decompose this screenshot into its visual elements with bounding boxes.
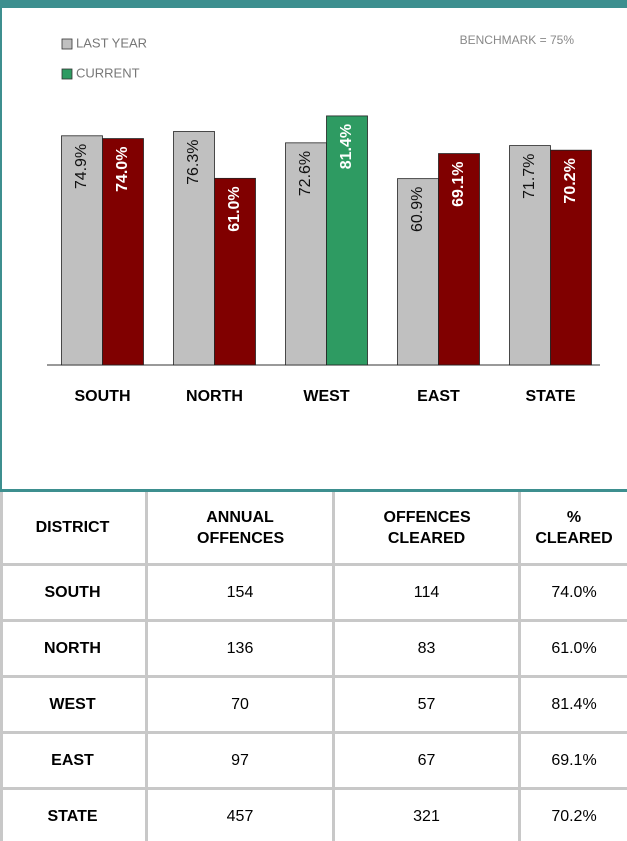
value-label: 74.9% (73, 144, 90, 189)
value-label: 72.6% (297, 151, 314, 196)
x-tick-label: STATE (525, 388, 575, 405)
header-cell: OFFENCES CLEARED (335, 492, 521, 563)
table-cell: 69.1% (551, 751, 597, 769)
table-cell: SOUTH (0, 566, 148, 619)
table-cell: 81.4% (551, 695, 597, 713)
table-cell: 136 (148, 622, 335, 675)
bar (61, 135, 103, 366)
legend-label: LAST YEAR (76, 35, 147, 50)
table-cell: 321 (335, 790, 521, 841)
table-row: EAST 97 67 69.1% (0, 734, 627, 790)
legend-swatch (61, 68, 73, 80)
value-label: 81.4% (338, 124, 355, 169)
bar (438, 153, 480, 366)
table-cell: 67 (335, 734, 521, 787)
divider (0, 489, 627, 492)
bar (102, 138, 144, 366)
x-tick-label: NORTH (186, 388, 243, 405)
header-text: DISTRICT (35, 519, 110, 536)
header-cell: DISTRICT (0, 492, 148, 563)
bar (550, 149, 592, 366)
table-cell: 154 (148, 566, 335, 619)
bar (326, 115, 368, 366)
value-label: 61.0% (226, 186, 243, 231)
benchmark-note: BENCHMARK = 75% (460, 33, 575, 47)
table-cell: STATE (0, 790, 148, 841)
value-label: 71.7% (521, 154, 538, 199)
top-bar (0, 0, 627, 8)
header-row: DISTRICT ANNUAL OFFENCES OFFENCES CLEARED%… (0, 492, 627, 566)
table-cell: 97 (148, 734, 335, 787)
x-tick-label: SOUTH (75, 388, 131, 405)
legend-label: CURRENT (76, 65, 140, 80)
bar (214, 177, 256, 366)
table-row: STATE 457 321 70.2% (0, 790, 627, 841)
table-cell: 57 (335, 678, 521, 731)
table-cell: 70 (148, 678, 335, 731)
chart: BENCHMARK = 75% LAST YEAR CURRENT SOUTH 74.… (0, 0, 627, 492)
value-label: 70.2% (562, 158, 579, 203)
x-tick-label: EAST (417, 388, 460, 405)
value-label: 60.9% (409, 187, 426, 232)
value-label: 69.1% (450, 162, 467, 207)
table: DISTRICT ANNUAL OFFENCES OFFENCES CLEARED%… (0, 492, 627, 841)
bar (285, 142, 327, 366)
table-row: NORTH 136 83 61.0% (0, 622, 627, 678)
x-tick-label: WEST (303, 388, 349, 405)
header-text: ANNUAL OFFENCES (197, 508, 285, 547)
table-cell: WEST (0, 678, 148, 731)
table-cell: 61.0% (551, 639, 597, 657)
legend-swatch (61, 38, 73, 50)
table-left-border (0, 492, 3, 841)
header-cell: % CLEARED (521, 492, 627, 563)
bar (509, 145, 551, 366)
left-border (0, 0, 2, 492)
table-cell: EAST (0, 734, 148, 787)
table-row: SOUTH 154 114 74.0% (0, 566, 627, 622)
table-row: WEST 70 57 81.4% (0, 678, 627, 734)
table-cell: 114 (335, 566, 521, 619)
table-cell: 70.2% (551, 807, 597, 825)
table-cell: 83 (335, 622, 521, 675)
header-text: % CLEARED (535, 508, 613, 547)
table-cell: NORTH (0, 622, 148, 675)
value-label: 76.3% (185, 140, 202, 185)
table-cell: 457 (148, 790, 335, 841)
bar (397, 178, 439, 366)
value-label: 74.0% (114, 147, 131, 192)
header-text: OFFENCES CLEARED (383, 508, 471, 547)
table-cell: 74.0% (551, 583, 597, 601)
header-cell: ANNUAL OFFENCES (148, 492, 335, 563)
